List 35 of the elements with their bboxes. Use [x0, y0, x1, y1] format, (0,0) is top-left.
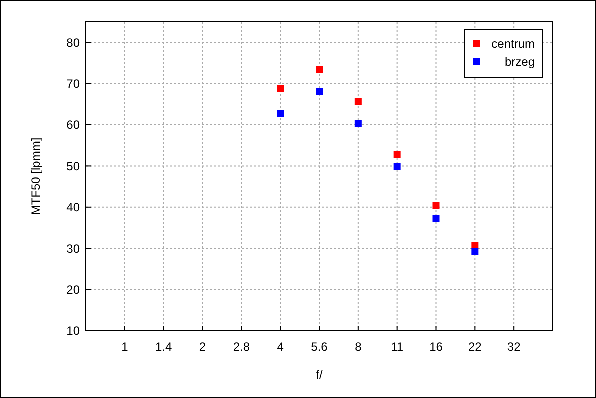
x-tick-label: 11	[391, 340, 404, 354]
y-tick-label: 30	[66, 242, 80, 256]
x-tick-label: 5.6	[311, 340, 328, 354]
legend-label: brzeg	[504, 55, 535, 70]
y-axis-title: MTF50 [lpmm]	[29, 138, 43, 216]
point	[354, 120, 362, 128]
x-tick-label: 22	[468, 340, 482, 354]
point	[432, 202, 440, 210]
x-tick-label: 32	[507, 340, 522, 354]
x-tick-label: 2	[199, 340, 206, 354]
x-tick-label: 1	[122, 340, 129, 354]
y-tick-label: 80	[66, 36, 80, 50]
x-tick-label: 2.8	[233, 340, 250, 354]
y-tick-label: 60	[66, 118, 80, 132]
point	[472, 248, 479, 256]
point	[354, 98, 362, 106]
point	[316, 66, 323, 74]
legend-label: centrum	[492, 37, 535, 52]
point	[394, 151, 401, 158]
x-tick-label: 4	[277, 340, 284, 354]
y-tick-label: 20	[66, 283, 80, 297]
y-tick-label: 70	[66, 77, 80, 91]
y-tick-label: 40	[66, 200, 80, 215]
point	[394, 163, 401, 170]
x-tick-label: 16	[430, 340, 444, 354]
point	[277, 110, 284, 118]
point	[277, 85, 284, 92]
x-tick-label: 8	[355, 340, 362, 354]
y-tick-label: 10	[66, 324, 80, 338]
x-axis-title: f/	[316, 368, 324, 382]
point	[316, 88, 323, 96]
x-tick-label: 1.4	[155, 340, 172, 354]
y-tick-label: 50	[66, 159, 80, 174]
point	[472, 242, 479, 250]
point	[432, 215, 440, 222]
